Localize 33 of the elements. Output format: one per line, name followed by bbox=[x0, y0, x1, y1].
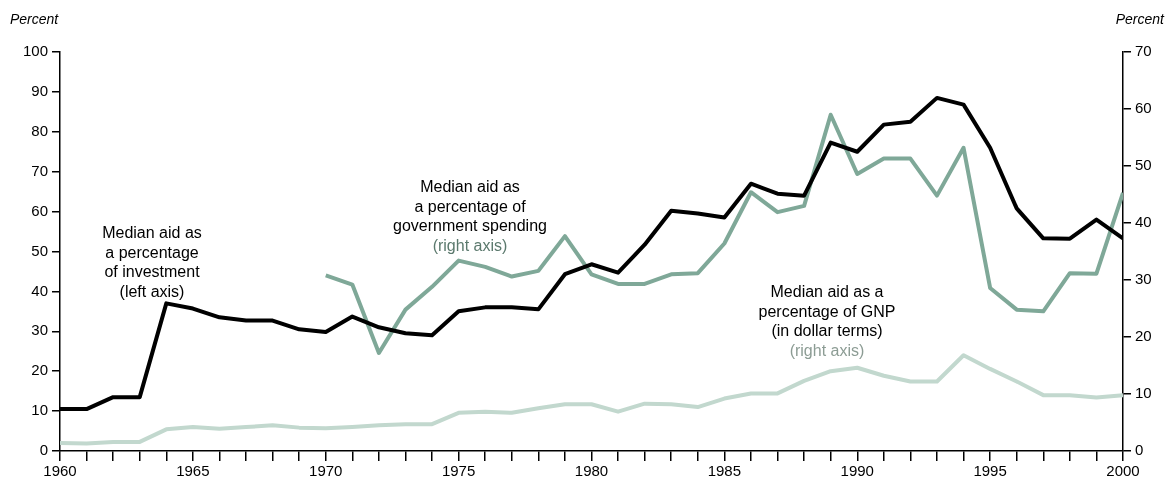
x-tick-label: 1960 bbox=[43, 462, 77, 480]
y2-tick-label: 0 bbox=[1135, 441, 1144, 459]
y2-tick-label: 50 bbox=[1135, 156, 1152, 174]
y-tick-label: 50 bbox=[31, 241, 48, 259]
x-tick-label: 1980 bbox=[574, 462, 609, 480]
y2-tick-label: 60 bbox=[1135, 99, 1152, 117]
x-tick-label: 1970 bbox=[309, 462, 343, 480]
x-tick-label: 1975 bbox=[441, 462, 476, 480]
y2-tick-label: 10 bbox=[1135, 384, 1152, 402]
series-label: Median aid as a percentage of investment (left axis) bbox=[102, 224, 202, 300]
y2-axis-title: Percent bbox=[1115, 11, 1166, 27]
series-label: Median aid as a percentage of government spending (right axis) bbox=[393, 178, 547, 254]
y-tick-label: 0 bbox=[39, 441, 48, 459]
y-axis-title: Percent bbox=[10, 11, 60, 27]
y2-tick-label: 70 bbox=[1135, 42, 1152, 60]
y-tick-label: 70 bbox=[31, 161, 48, 179]
y2-tick-label: 30 bbox=[1135, 270, 1152, 288]
x-tick-label: 1990 bbox=[840, 462, 874, 480]
x-tick-label: 1965 bbox=[176, 462, 210, 480]
y-tick-label: 60 bbox=[31, 201, 48, 219]
y-tick-label: 90 bbox=[31, 82, 48, 100]
y2-tick-label: 20 bbox=[1135, 327, 1152, 345]
x-tick-label: 1995 bbox=[973, 462, 1007, 480]
y-tick-label: 10 bbox=[31, 401, 48, 419]
y-tick-label: 100 bbox=[22, 42, 48, 60]
y-tick-label: 40 bbox=[31, 281, 48, 299]
y2-tick-label: 40 bbox=[1135, 213, 1152, 231]
x-tick-label: 1985 bbox=[707, 462, 742, 480]
y-tick-label: 20 bbox=[31, 361, 48, 379]
y-tick-label: 80 bbox=[31, 121, 48, 139]
x-tick-label: 2000 bbox=[1106, 462, 1140, 480]
series-label: Median aid as a percentage of GNP (in dollar terms) (right axis) bbox=[758, 283, 896, 359]
y-tick-label: 30 bbox=[31, 321, 48, 339]
